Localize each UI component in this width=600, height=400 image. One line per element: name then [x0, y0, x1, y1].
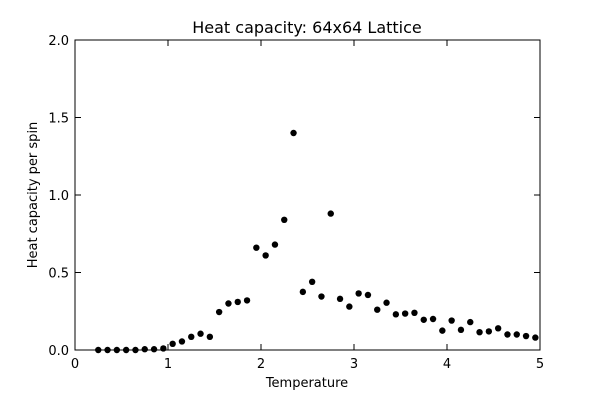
- data-point: [429, 315, 437, 323]
- chart-title: Heat capacity: 64x64 Lattice: [192, 18, 422, 37]
- data-point: [132, 346, 139, 354]
- data-point: [439, 327, 446, 334]
- y-axis-ticks: 0.0 0.5 1.0 1.5 2.0: [48, 34, 540, 359]
- y-tick-label: 1.0: [48, 189, 69, 204]
- data-point: [308, 278, 316, 285]
- y-tick-label: 0.0: [48, 344, 69, 359]
- data-point: [457, 326, 465, 334]
- plot-area: 0 1 2 3 4 5 0.0 0.5 1.0 1.5 2.0: [48, 34, 544, 372]
- data-point: [532, 334, 539, 341]
- data-point: [113, 346, 121, 354]
- data-point: [383, 299, 390, 306]
- data-points: [95, 129, 539, 354]
- data-point: [225, 300, 232, 307]
- x-tick-label: 2: [257, 357, 265, 372]
- x-tick-label: 4: [443, 357, 451, 372]
- data-point: [467, 318, 474, 326]
- y-tick-label: 1.5: [48, 112, 69, 127]
- data-point: [420, 316, 427, 323]
- data-point: [448, 317, 455, 324]
- data-point: [215, 308, 223, 316]
- data-point: [401, 310, 409, 317]
- data-point: [160, 345, 167, 352]
- data-point: [262, 252, 269, 259]
- data-point: [234, 298, 241, 306]
- x-tick-label: 3: [350, 357, 358, 372]
- data-point: [95, 346, 102, 354]
- data-point: [318, 293, 325, 300]
- data-point: [355, 290, 362, 297]
- data-point: [243, 297, 251, 304]
- data-point: [374, 306, 381, 313]
- x-tick-label: 1: [164, 357, 172, 372]
- data-point: [485, 328, 493, 335]
- data-point: [392, 311, 400, 318]
- y-axis-label: Heat capacity per spin: [26, 122, 41, 269]
- data-point: [188, 333, 195, 341]
- data-point: [494, 325, 502, 332]
- data-point: [169, 340, 176, 347]
- data-point: [522, 332, 530, 340]
- data-point: [197, 330, 204, 337]
- data-point: [141, 346, 148, 353]
- y-tick-label: 0.5: [48, 267, 69, 282]
- data-point: [327, 210, 334, 217]
- data-point: [411, 309, 418, 316]
- x-tick-label: 5: [536, 357, 544, 372]
- x-axis-label: Temperature: [265, 376, 348, 391]
- data-point: [476, 328, 483, 336]
- data-point: [346, 303, 353, 310]
- data-point: [122, 346, 130, 354]
- data-point: [336, 295, 344, 303]
- data-point: [364, 291, 372, 299]
- data-point: [299, 288, 307, 296]
- x-axis-ticks: 0 1 2 3 4 5: [71, 40, 544, 372]
- data-point: [290, 129, 297, 137]
- plot-frame: [74, 39, 541, 351]
- data-point: [178, 338, 186, 345]
- data-point: [504, 331, 511, 338]
- data-point: [104, 346, 111, 354]
- data-point: [253, 244, 260, 251]
- x-tick-label: 0: [71, 357, 79, 372]
- data-point: [271, 241, 279, 248]
- data-point: [206, 333, 214, 341]
- y-tick-label: 2.0: [48, 34, 69, 49]
- data-point: [281, 216, 288, 223]
- data-point: [513, 331, 520, 338]
- data-point: [150, 346, 158, 353]
